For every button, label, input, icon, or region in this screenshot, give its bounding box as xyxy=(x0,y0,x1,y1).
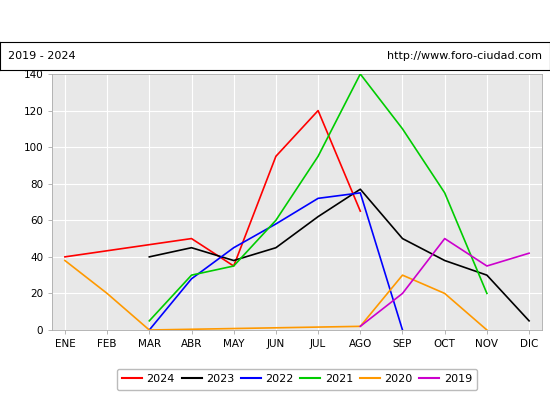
2019 xyxy=(399,291,406,296)
Line: 2021: 2021 xyxy=(149,74,487,321)
2021 xyxy=(399,126,406,131)
Text: http://www.foro-ciudad.com: http://www.foro-ciudad.com xyxy=(387,51,542,61)
2023 xyxy=(146,254,152,259)
Text: Evolucion Nº Turistas Extranjeros en el municipio de Cidones: Evolucion Nº Turistas Extranjeros en el … xyxy=(64,14,486,28)
2021 xyxy=(188,273,195,278)
2023 xyxy=(230,258,237,263)
2022 xyxy=(188,276,195,281)
2019 xyxy=(357,324,364,329)
2020 xyxy=(399,273,406,278)
2022 xyxy=(315,196,321,201)
2020 xyxy=(483,328,490,332)
2021 xyxy=(357,72,364,76)
2023 xyxy=(315,214,321,219)
2021 xyxy=(442,190,448,195)
2023 xyxy=(273,245,279,250)
2024 xyxy=(357,209,364,214)
2024 xyxy=(273,154,279,159)
Line: 2020: 2020 xyxy=(65,260,487,330)
2024 xyxy=(188,236,195,241)
2024 xyxy=(62,254,68,259)
2022 xyxy=(273,222,279,226)
2022 xyxy=(357,190,364,195)
Line: 2022: 2022 xyxy=(149,193,403,330)
2020 xyxy=(104,291,111,296)
2024 xyxy=(230,264,237,268)
Legend: 2024, 2023, 2022, 2021, 2020, 2019: 2024, 2023, 2022, 2021, 2020, 2019 xyxy=(117,369,477,390)
2023 xyxy=(399,236,406,241)
2023 xyxy=(483,273,490,278)
2023 xyxy=(442,258,448,263)
2023 xyxy=(357,187,364,192)
Line: 2024: 2024 xyxy=(65,110,360,266)
2023 xyxy=(526,318,532,323)
2020 xyxy=(62,258,68,263)
2022 xyxy=(399,328,406,332)
Line: 2023: 2023 xyxy=(149,189,529,321)
2021 xyxy=(483,291,490,296)
2019 xyxy=(442,236,448,241)
2023 xyxy=(188,245,195,250)
2020 xyxy=(146,328,152,332)
2021 xyxy=(230,264,237,268)
Text: 2019 - 2024: 2019 - 2024 xyxy=(8,51,76,61)
2024 xyxy=(315,108,321,113)
Line: 2019: 2019 xyxy=(360,238,529,326)
2019 xyxy=(526,251,532,256)
2019 xyxy=(483,264,490,268)
2021 xyxy=(315,154,321,159)
2021 xyxy=(146,318,152,323)
2021 xyxy=(273,218,279,223)
2020 xyxy=(357,324,364,329)
2020 xyxy=(442,291,448,296)
2022 xyxy=(146,328,152,332)
2022 xyxy=(230,245,237,250)
